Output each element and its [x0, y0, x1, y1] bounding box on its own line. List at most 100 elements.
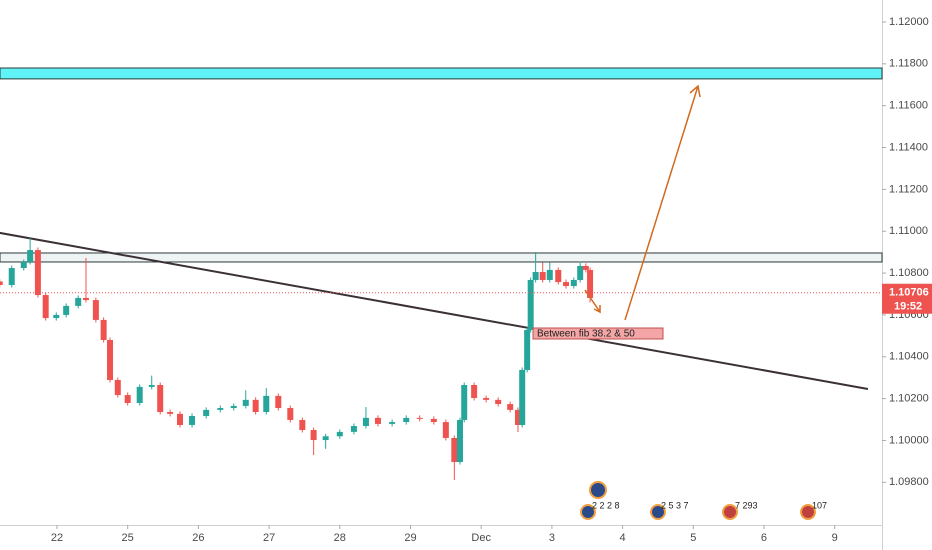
- candle-body: [148, 385, 155, 387]
- y-tick-label: 1.09800: [889, 476, 929, 488]
- x-tick-label: 6: [761, 532, 767, 544]
- candle-body: [189, 415, 196, 425]
- candle-body: [0, 281, 3, 285]
- event-icon: [589, 481, 607, 499]
- event-icons: 2 2 2 8 2 5 3 7 7 293 107: [580, 481, 827, 520]
- countdown: 19:52: [894, 301, 922, 313]
- candle-body: [555, 269, 562, 283]
- candle-body: [563, 282, 570, 287]
- candle-body: [524, 329, 531, 370]
- candle-body: [310, 430, 317, 441]
- candle-body: [27, 250, 34, 262]
- candle-body: [430, 418, 437, 423]
- candle-body: [471, 385, 478, 398]
- arrow-down: [584, 289, 601, 313]
- candle-body: [539, 272, 546, 280]
- candle-body: [577, 265, 584, 280]
- candle-body: [299, 419, 306, 431]
- zone: [0, 252, 883, 263]
- x-tick-label: Dec: [471, 532, 491, 544]
- candle-body: [20, 261, 27, 269]
- candle-body: [374, 417, 381, 424]
- y-tick-label: 1.11800: [889, 58, 928, 70]
- event-icon: [800, 504, 816, 520]
- event-label: 2 5 3 7: [661, 500, 689, 510]
- y-tick-label: 1.11600: [889, 100, 928, 112]
- candle-body: [124, 395, 131, 404]
- trend-line: [0, 231, 869, 390]
- event-label: 2 2 2 8: [592, 500, 620, 510]
- candle-body: [167, 412, 174, 414]
- event-icon: [650, 504, 666, 520]
- candle-body: [203, 409, 210, 416]
- candle-body: [322, 436, 329, 441]
- plot: [0, 67, 883, 481]
- candle-body: [416, 417, 423, 419]
- x-tick-label: 26: [192, 532, 204, 544]
- y-tick-label: 1.10400: [889, 351, 929, 363]
- arrow-head: [593, 305, 601, 314]
- candle-body: [100, 319, 107, 341]
- x-tick-label: 28: [334, 532, 346, 544]
- candle-body: [263, 395, 270, 413]
- candle-body: [217, 408, 224, 410]
- candle-body: [53, 314, 60, 319]
- candle-body: [495, 399, 502, 405]
- candle-body: [230, 405, 237, 409]
- y-tick-label: 1.11400: [889, 141, 928, 153]
- x-tick-label: 25: [122, 532, 134, 544]
- x-tick-label: 27: [263, 532, 275, 544]
- candle-body: [242, 399, 249, 406]
- y-tick-label: 1.10000: [889, 434, 929, 446]
- x-tick-label: 29: [404, 532, 416, 544]
- candle-body: [403, 417, 410, 423]
- event-icon: [580, 504, 596, 520]
- candle-body: [532, 272, 539, 280]
- y-tick-label: 1.11200: [889, 183, 928, 195]
- zone: [0, 67, 883, 80]
- event-icon: [722, 504, 738, 520]
- x-tick-label: 5: [690, 532, 696, 544]
- arrow-up: [624, 85, 699, 321]
- candle-body: [442, 422, 449, 438]
- x-tick-label: 9: [832, 532, 838, 544]
- candle-body: [519, 369, 526, 425]
- candle-body: [34, 250, 41, 296]
- candle-body: [287, 408, 294, 420]
- y-tick-label: 1.11000: [889, 225, 928, 237]
- arrow-head: [689, 84, 701, 98]
- candle-body: [252, 399, 259, 413]
- candle-body: [63, 305, 70, 315]
- candle-body: [527, 279, 534, 330]
- candle-body: [157, 385, 164, 413]
- candle-body: [362, 417, 369, 427]
- candle-body: [177, 413, 184, 425]
- candle-body: [114, 379, 121, 396]
- candle-body: [507, 404, 514, 410]
- candle-body: [75, 297, 82, 306]
- candle-body: [336, 431, 343, 437]
- candle-body: [350, 426, 357, 432]
- event-label: 7 293: [735, 500, 758, 510]
- candle-body: [136, 386, 143, 404]
- x-tick-label: 3: [549, 532, 555, 544]
- annotation-box: [532, 327, 664, 340]
- candle-body: [275, 395, 282, 409]
- candle-body: [456, 419, 463, 463]
- candle-body: [483, 397, 490, 400]
- candle-body: [451, 437, 458, 463]
- y-tick-label: 1.10200: [889, 393, 929, 405]
- candle-body: [582, 265, 589, 270]
- last-price-box: [882, 283, 932, 314]
- candle-body: [107, 340, 114, 380]
- candle-body: [546, 269, 553, 280]
- candle-body: [461, 385, 468, 420]
- candle-body: [570, 279, 577, 287]
- candle-body: [587, 269, 594, 298]
- x-tick-label: 4: [620, 532, 626, 544]
- candle-body: [8, 268, 15, 285]
- candle-body: [514, 409, 521, 425]
